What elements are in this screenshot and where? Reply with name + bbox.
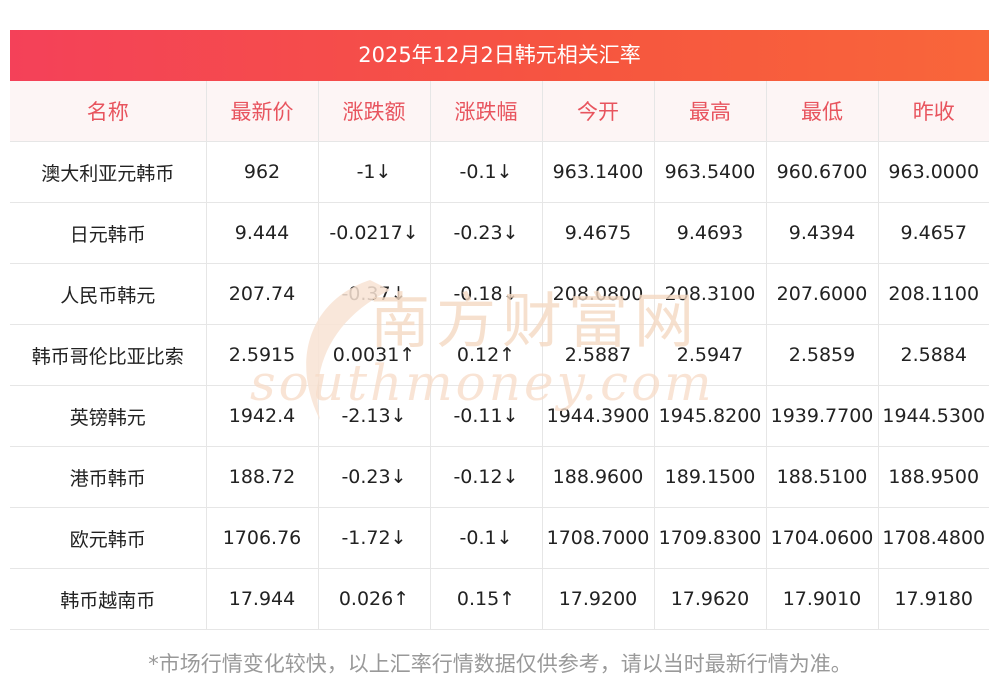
high-price: 963.5400 <box>654 141 767 203</box>
price-change-pct: 0.15↑ <box>430 568 543 630</box>
open-price: 1708.7000 <box>542 507 655 569</box>
price-change: -0.0217↓ <box>318 202 431 264</box>
latest-price: 188.72 <box>206 446 319 508</box>
price-change: -0.23↓ <box>318 446 431 508</box>
price-change: -1↓ <box>318 141 431 203</box>
column-header-open: 今开 <box>542 81 655 142</box>
price-change-pct: -0.11↓ <box>430 385 543 447</box>
low-price: 17.9010 <box>766 568 879 630</box>
table-header-row: 名称 最新价 涨跌额 涨跌幅 今开 最高 最低 昨收 <box>10 81 989 142</box>
prev-close-price: 1944.5300 <box>878 385 989 447</box>
open-price: 2.5887 <box>542 324 655 386</box>
price-change: 0.026↑ <box>318 568 431 630</box>
price-change: -2.13↓ <box>318 385 431 447</box>
high-price: 9.4693 <box>654 202 767 264</box>
currency-pair-name: 港币韩币 <box>10 446 207 508</box>
open-price: 188.9600 <box>542 446 655 508</box>
column-header-prev-close: 昨收 <box>878 81 989 142</box>
currency-pair-name: 韩币越南币 <box>10 568 207 630</box>
price-change-pct: -0.1↓ <box>430 507 543 569</box>
column-header-low: 最低 <box>766 81 879 142</box>
high-price: 189.1500 <box>654 446 767 508</box>
disclaimer-footnote: *市场行情变化较快，以上汇率行情数据仅供参考，请以当时最新行情为准。 <box>148 652 852 676</box>
open-price: 963.1400 <box>542 141 655 203</box>
table-row: 人民币韩元 207.74 -0.37↓ -0.18↓ 208.0800 208.3100 2… <box>10 263 989 325</box>
column-header-latest: 最新价 <box>206 81 319 142</box>
open-price: 17.9200 <box>542 568 655 630</box>
latest-price: 207.74 <box>206 263 319 325</box>
page-title: 2025年12月2日韩元相关汇率 <box>10 30 989 81</box>
currency-pair-name: 日元韩币 <box>10 202 207 264</box>
low-price: 1704.0600 <box>766 507 879 569</box>
price-change-pct: -0.1↓ <box>430 141 543 203</box>
latest-price: 1942.4 <box>206 385 319 447</box>
low-price: 207.6000 <box>766 263 879 325</box>
price-change-pct: -0.18↓ <box>430 263 543 325</box>
low-price: 188.5100 <box>766 446 879 508</box>
price-change: 0.0031↑ <box>318 324 431 386</box>
prev-close-price: 1708.4800 <box>878 507 989 569</box>
table-row: 日元韩币 9.444 -0.0217↓ -0.23↓ 9.4675 9.4693 9.439… <box>10 202 989 264</box>
open-price: 9.4675 <box>542 202 655 264</box>
prev-close-price: 963.0000 <box>878 141 989 203</box>
table-row: 英镑韩元 1942.4 -2.13↓ -0.11↓ 1944.3900 1945.8200… <box>10 385 989 447</box>
latest-price: 9.444 <box>206 202 319 264</box>
price-change-pct: -0.23↓ <box>430 202 543 264</box>
low-price: 2.5859 <box>766 324 879 386</box>
price-change: -1.72↓ <box>318 507 431 569</box>
exchange-rate-table: 名称 最新价 涨跌额 涨跌幅 今开 最高 最低 昨收 澳大利亚元韩币 962 -1↓… <box>10 81 989 630</box>
currency-pair-name: 欧元韩币 <box>10 507 207 569</box>
open-price: 1944.3900 <box>542 385 655 447</box>
currency-pair-name: 英镑韩元 <box>10 385 207 447</box>
latest-price: 1706.76 <box>206 507 319 569</box>
latest-price: 2.5915 <box>206 324 319 386</box>
currency-pair-name: 韩币哥伦比亚比索 <box>10 324 207 386</box>
table-row: 港币韩币 188.72 -0.23↓ -0.12↓ 188.9600 189.1500 18… <box>10 446 989 508</box>
prev-close-price: 17.9180 <box>878 568 989 630</box>
currency-pair-name: 人民币韩元 <box>10 263 207 325</box>
high-price: 2.5947 <box>654 324 767 386</box>
high-price: 17.9620 <box>654 568 767 630</box>
column-header-name: 名称 <box>10 81 207 142</box>
open-price: 208.0800 <box>542 263 655 325</box>
table-row: 韩币越南币 17.944 0.026↑ 0.15↑ 17.9200 17.9620 17.9… <box>10 568 989 630</box>
prev-close-price: 9.4657 <box>878 202 989 264</box>
price-change-pct: 0.12↑ <box>430 324 543 386</box>
low-price: 9.4394 <box>766 202 879 264</box>
low-price: 1939.7700 <box>766 385 879 447</box>
low-price: 960.6700 <box>766 141 879 203</box>
column-header-high: 最高 <box>654 81 767 142</box>
table-row: 欧元韩币 1706.76 -1.72↓ -0.1↓ 1708.7000 1709.8300… <box>10 507 989 569</box>
prev-close-price: 208.1100 <box>878 263 989 325</box>
high-price: 1945.8200 <box>654 385 767 447</box>
prev-close-price: 2.5884 <box>878 324 989 386</box>
latest-price: 962 <box>206 141 319 203</box>
column-header-change: 涨跌额 <box>318 81 431 142</box>
table-row: 澳大利亚元韩币 962 -1↓ -0.1↓ 963.1400 963.5400 960.67… <box>10 141 989 203</box>
latest-price: 17.944 <box>206 568 319 630</box>
currency-pair-name: 澳大利亚元韩币 <box>10 141 207 203</box>
high-price: 1709.8300 <box>654 507 767 569</box>
price-change-pct: -0.12↓ <box>430 446 543 508</box>
table-row: 韩币哥伦比亚比索 2.5915 0.0031↑ 0.12↑ 2.5887 2.5947 2.… <box>10 324 989 386</box>
column-header-change-pct: 涨跌幅 <box>430 81 543 142</box>
high-price: 208.3100 <box>654 263 767 325</box>
price-change: -0.37↓ <box>318 263 431 325</box>
prev-close-price: 188.9500 <box>878 446 989 508</box>
